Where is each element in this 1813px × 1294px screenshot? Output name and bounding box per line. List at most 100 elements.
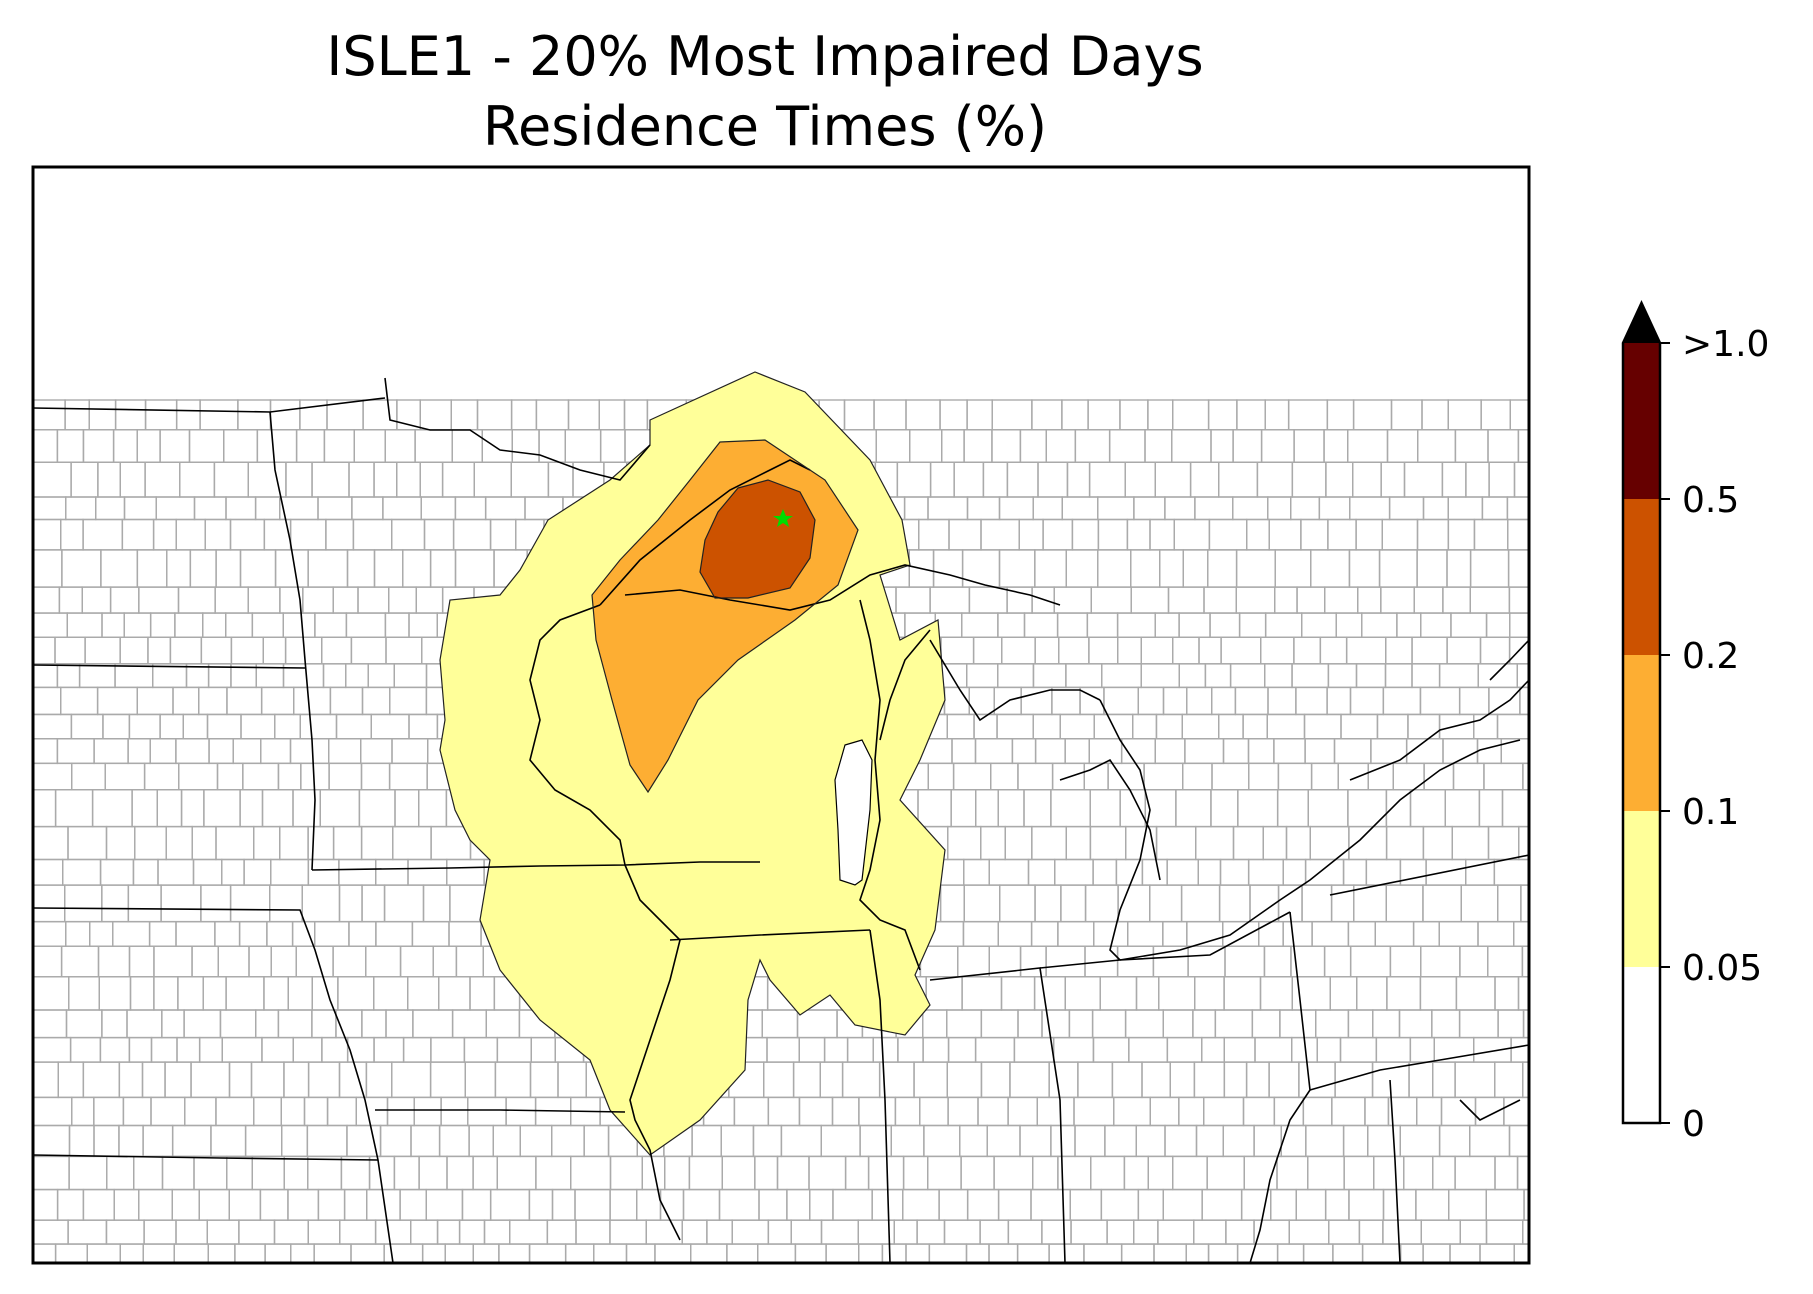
county-cell bbox=[1407, 713, 1441, 740]
county-cell bbox=[420, 496, 457, 521]
county-cell bbox=[1223, 1061, 1248, 1099]
county-cell bbox=[1327, 663, 1358, 689]
county-cell bbox=[1319, 636, 1348, 665]
county-cell bbox=[1324, 1188, 1350, 1221]
county-cell bbox=[798, 1096, 834, 1127]
county-cell bbox=[216, 762, 244, 791]
county-cell bbox=[1061, 399, 1089, 431]
county-cell bbox=[1090, 586, 1132, 614]
county-cell bbox=[484, 496, 526, 521]
county-cell bbox=[402, 549, 432, 588]
county-cell bbox=[33, 1036, 72, 1063]
colorbar-tick-label: 0.05 bbox=[1682, 948, 1762, 989]
county-cell bbox=[798, 1036, 826, 1063]
county-cell bbox=[33, 496, 67, 521]
county-cell bbox=[1097, 549, 1132, 588]
county-cell bbox=[84, 636, 121, 665]
county-cell bbox=[438, 976, 471, 1011]
county-cell bbox=[33, 686, 62, 716]
county-cell bbox=[33, 825, 69, 861]
county-cell bbox=[1442, 586, 1472, 614]
county-cell bbox=[68, 1124, 95, 1158]
county-cell bbox=[279, 825, 309, 861]
county-cell bbox=[402, 1036, 432, 1063]
county-cell bbox=[224, 612, 253, 638]
county-cell bbox=[360, 825, 394, 861]
county-cell bbox=[1157, 1219, 1195, 1245]
county-cell bbox=[129, 976, 155, 1011]
county-cell bbox=[348, 461, 375, 498]
county-cell bbox=[1180, 884, 1221, 923]
county-cell bbox=[60, 945, 100, 978]
county-cell bbox=[411, 921, 450, 947]
county-cell bbox=[226, 1155, 254, 1191]
county-cell bbox=[1186, 686, 1213, 716]
county-cell bbox=[948, 518, 982, 551]
county-cell bbox=[1225, 1219, 1255, 1245]
county-cell bbox=[1372, 1155, 1405, 1191]
county-cell bbox=[1386, 429, 1419, 463]
county-cell bbox=[982, 461, 1009, 498]
county-cell bbox=[230, 636, 264, 665]
county-cell bbox=[384, 612, 410, 638]
county-cell bbox=[206, 1219, 240, 1245]
county-cell bbox=[407, 858, 448, 886]
county-cell bbox=[1329, 976, 1358, 1011]
county-cell bbox=[1415, 1188, 1450, 1221]
county-cell bbox=[1019, 1124, 1052, 1158]
county-cell bbox=[1307, 1155, 1345, 1191]
county-cell bbox=[226, 686, 263, 716]
county-cell bbox=[1193, 976, 1225, 1011]
county-cell bbox=[825, 1243, 860, 1263]
county-cell bbox=[1521, 945, 1529, 978]
county-cell bbox=[967, 1188, 1000, 1221]
county-cell bbox=[188, 429, 225, 463]
county-cell bbox=[961, 976, 1003, 1011]
county-cell bbox=[93, 738, 129, 765]
county-cell bbox=[214, 586, 249, 614]
county-cell bbox=[963, 429, 993, 463]
county-cell bbox=[1123, 1155, 1150, 1191]
county-cell bbox=[251, 612, 284, 638]
county-cell bbox=[121, 518, 155, 551]
county-cell bbox=[1288, 1219, 1330, 1245]
county-cell bbox=[260, 738, 292, 765]
county-cell bbox=[1135, 976, 1160, 1011]
county-cell bbox=[1295, 1188, 1327, 1221]
county-cell bbox=[65, 496, 97, 521]
colorbar-extend-arrow bbox=[1623, 303, 1660, 343]
county-cell bbox=[208, 738, 234, 765]
county-cell bbox=[1465, 461, 1490, 498]
county-cell bbox=[1101, 663, 1142, 689]
county-cell bbox=[1064, 976, 1101, 1011]
county-cell bbox=[1201, 1188, 1243, 1221]
county-cell bbox=[1171, 1155, 1208, 1191]
county-cell bbox=[510, 461, 550, 498]
county-cell bbox=[1287, 399, 1329, 431]
county-cell bbox=[1027, 858, 1056, 886]
county-cell bbox=[1000, 976, 1036, 1011]
county-cell bbox=[190, 1061, 231, 1099]
county-cell bbox=[1273, 586, 1298, 614]
county-cell bbox=[1065, 663, 1103, 689]
county-cell bbox=[1247, 858, 1284, 886]
county-cell bbox=[389, 686, 428, 716]
county-cell bbox=[1259, 636, 1295, 665]
county-cell bbox=[1211, 762, 1250, 791]
county-cell bbox=[67, 825, 108, 861]
county-cell bbox=[951, 738, 977, 765]
county-cell bbox=[932, 549, 964, 588]
county-cell bbox=[858, 1096, 897, 1127]
county-cell bbox=[78, 663, 116, 689]
county-cell bbox=[1119, 399, 1149, 431]
county-cell bbox=[1077, 1061, 1114, 1099]
county-cell bbox=[350, 636, 387, 665]
colorbar-box bbox=[1623, 811, 1660, 967]
county-cell bbox=[1232, 825, 1264, 861]
county-cell bbox=[262, 636, 287, 665]
county-cell bbox=[946, 713, 975, 740]
county-cell bbox=[1162, 921, 1188, 947]
county-cell bbox=[277, 762, 302, 791]
county-cell bbox=[142, 1124, 174, 1158]
county-cell bbox=[1071, 518, 1100, 551]
